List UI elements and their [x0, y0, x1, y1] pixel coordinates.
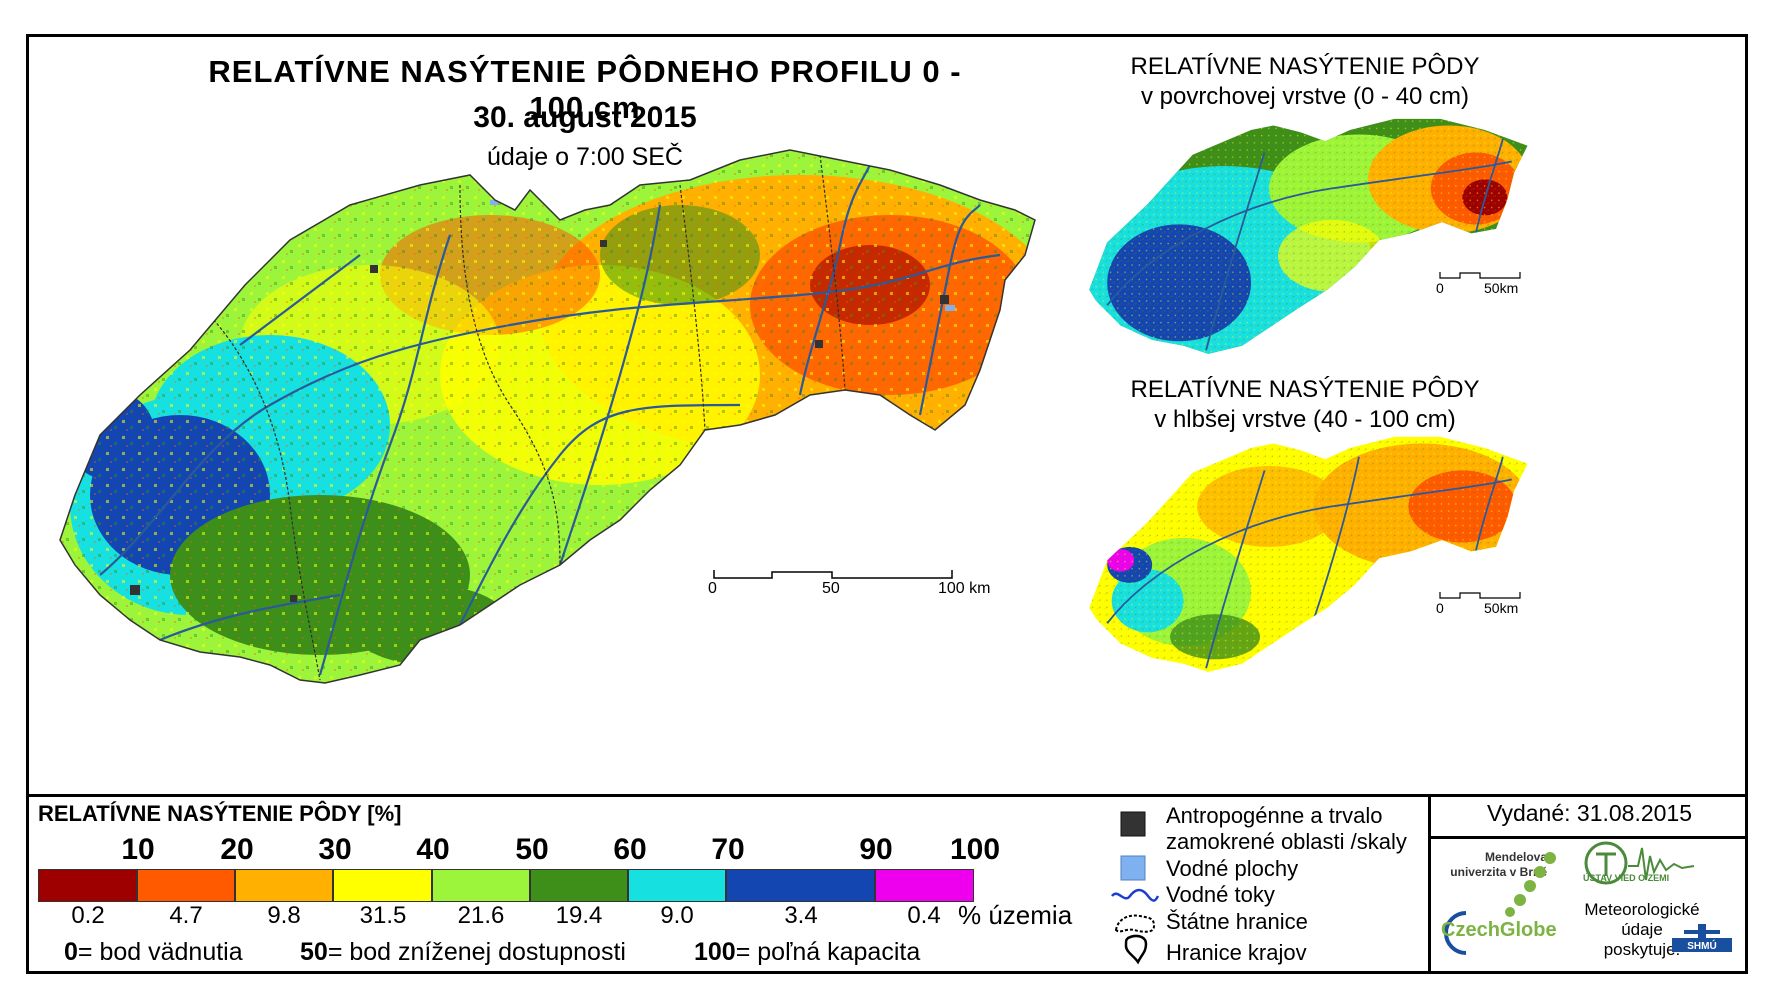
legend-percent: 21.6: [457, 902, 505, 929]
symbol-region-border-label: Hranice krajov: [1166, 940, 1307, 965]
legend-title: RELATÍVNE NASÝTENIE PÔDY [%]: [38, 801, 402, 826]
anthropogenic-area-icon: [1120, 811, 1146, 837]
legend-swatch-60-70: [628, 869, 726, 902]
legend-definition-value: 100: [694, 938, 736, 966]
inset-bottom-title-line2: v hlbšej vrstve (40 - 100 cm): [1154, 406, 1456, 433]
issued-date: Vydané: 31.08.2015: [1486, 800, 1693, 826]
legend-definition-100: 100= poľná kapacita: [694, 938, 920, 967]
scalebar-label-100: 100 km: [938, 580, 991, 597]
main-scalebar: 0 50 100 km: [708, 568, 990, 608]
inset-top-map: [1089, 118, 1528, 354]
main-date: 30. august 2015: [473, 101, 697, 134]
symbol-anthropogenic-line1: Antropogénne a trvalo: [1166, 803, 1383, 828]
inset-top-title-line2: v povrchovej vrstve (0 - 40 cm): [1140, 83, 1470, 110]
legend-bound: 60: [613, 833, 647, 866]
legend-swatch-20-30: [235, 869, 333, 902]
legend-swatch-30-40: [333, 869, 432, 902]
inset-bottom-scalebar-50: 50km: [1484, 600, 1519, 616]
legend-percent: 0.4: [907, 902, 941, 929]
main-scalebar-graphic: [713, 570, 953, 579]
river-icon: [1111, 888, 1160, 902]
legend-percent: 3.4: [784, 902, 818, 929]
region-border-icon: [1124, 934, 1148, 965]
legend-panel: [26, 794, 1748, 974]
legend-swatch-40-50: [432, 869, 530, 902]
inset-top-scalebar-0: 0: [1436, 280, 1444, 296]
symbol-anthropogenic-line2: zamokrené oblasti /skaly: [1166, 829, 1407, 854]
ustav-logo-icon: [1584, 841, 1695, 885]
inset-bottom-title-line1: RELATÍVNE NASÝTENIE PÔDY: [1130, 376, 1480, 403]
legend-swatch-70-90: [726, 869, 875, 902]
inset-bottom-scalebar-0: 0: [1436, 600, 1444, 616]
legend-bound: 100: [949, 833, 1001, 866]
main-title: RELATÍVNE NASÝTENIE PÔDNEHO PROFILU 0 - …: [208, 54, 962, 125]
legend-bound: 10: [121, 833, 155, 866]
state-border-icon: [1114, 914, 1156, 933]
inset-bottom-map: [1089, 436, 1528, 672]
ustav-logo-text: ÚSTAV VIED O ZEMI: [1583, 873, 1670, 883]
symbol-river-label: Vodné toky: [1166, 882, 1275, 907]
legend-definition-50: 50= bod zníženej dostupnosti: [300, 938, 626, 967]
legend-divider-horizontal: [1428, 836, 1748, 839]
legend-definition-value: 50: [300, 938, 328, 966]
legend-percent: 9.8: [267, 902, 301, 929]
meteo-provider-text: Meteorologické údaje poskytuje:: [1582, 900, 1702, 960]
legend-bound: 90: [859, 833, 893, 866]
czechglobe-logo-text: CzechGlobe: [1441, 919, 1557, 941]
inset-top-title-line1: RELATÍVNE NASÝTENIE PÔDY: [1130, 53, 1480, 80]
legend-percent: 0.2: [71, 902, 105, 929]
legend-definition-text: = bod vädnutia: [77, 938, 243, 966]
symbol-state-border-label: Štátne hranice: [1166, 909, 1308, 934]
inset-top-scalebar-graphic: [1439, 272, 1521, 279]
water-area-icon: [1120, 855, 1146, 881]
inset-top-scalebar-50: 50km: [1484, 280, 1519, 296]
main-subtitle: údaje o 7:00 SEČ: [487, 143, 683, 171]
shmu-logo-text: SHMÚ: [1687, 939, 1716, 952]
legend-bound: 70: [711, 833, 745, 866]
symbol-anthropogenic-label: Antropogénne a trvalo zamokrené oblasti …: [1166, 803, 1407, 855]
legend-bound: 20: [220, 833, 254, 866]
legend-bound: 50: [515, 833, 549, 866]
legend-percent: 19.4: [555, 902, 603, 929]
legend-swatch-50-60: [530, 869, 628, 902]
legend-bound: 40: [416, 833, 450, 866]
inset-bottom-scalebar-graphic: [1439, 592, 1521, 599]
legend-percent: 9.0: [660, 902, 694, 929]
legend-definition-value: 0: [64, 938, 78, 966]
legend-percent: 31.5: [359, 902, 407, 929]
legend-definition-0: 0= bod vädnutia: [64, 938, 243, 967]
inset-bottom-title: RELATÍVNE NASÝTENIE PÔDY v hlbšej vrstve…: [1080, 375, 1530, 435]
legend-unit: % územia: [958, 900, 1073, 930]
legend-swatch-90-100: [875, 869, 974, 902]
scalebar-label-0: 0: [708, 580, 717, 597]
inset-top-scalebar: 0 50km: [1436, 270, 1538, 300]
inset-bottom-scalebar: 0 50km: [1436, 590, 1538, 620]
mendel-dots-icon: [1505, 852, 1556, 917]
shmu-logo-icon: SHMÚ: [1672, 924, 1732, 952]
meteo-provider-label: Meteorologické údaje poskytuje:: [1584, 900, 1700, 959]
legend-percent: 4.7: [169, 902, 203, 929]
scalebar-label-50: 50: [822, 580, 840, 597]
legend-definition-text: = bod zníženej dostupnosti: [327, 938, 626, 966]
legend-swatch-0-10: [38, 869, 137, 902]
main-map: [59, 149, 1036, 684]
czechglobe-arc-icon: [1444, 911, 1467, 955]
symbol-water-label: Vodné plochy: [1166, 856, 1299, 881]
inset-top-title: RELATÍVNE NASÝTENIE PÔDY v povrchovej vr…: [1080, 52, 1530, 112]
mendel-logo-text: Mendelova univerzita v Brně: [1450, 850, 1547, 879]
legend-divider-vertical: [1428, 794, 1431, 974]
legend-swatch-10-20: [137, 869, 235, 902]
legend-bound: 30: [318, 833, 352, 866]
legend-definition-text: = poľná kapacita: [735, 938, 921, 966]
